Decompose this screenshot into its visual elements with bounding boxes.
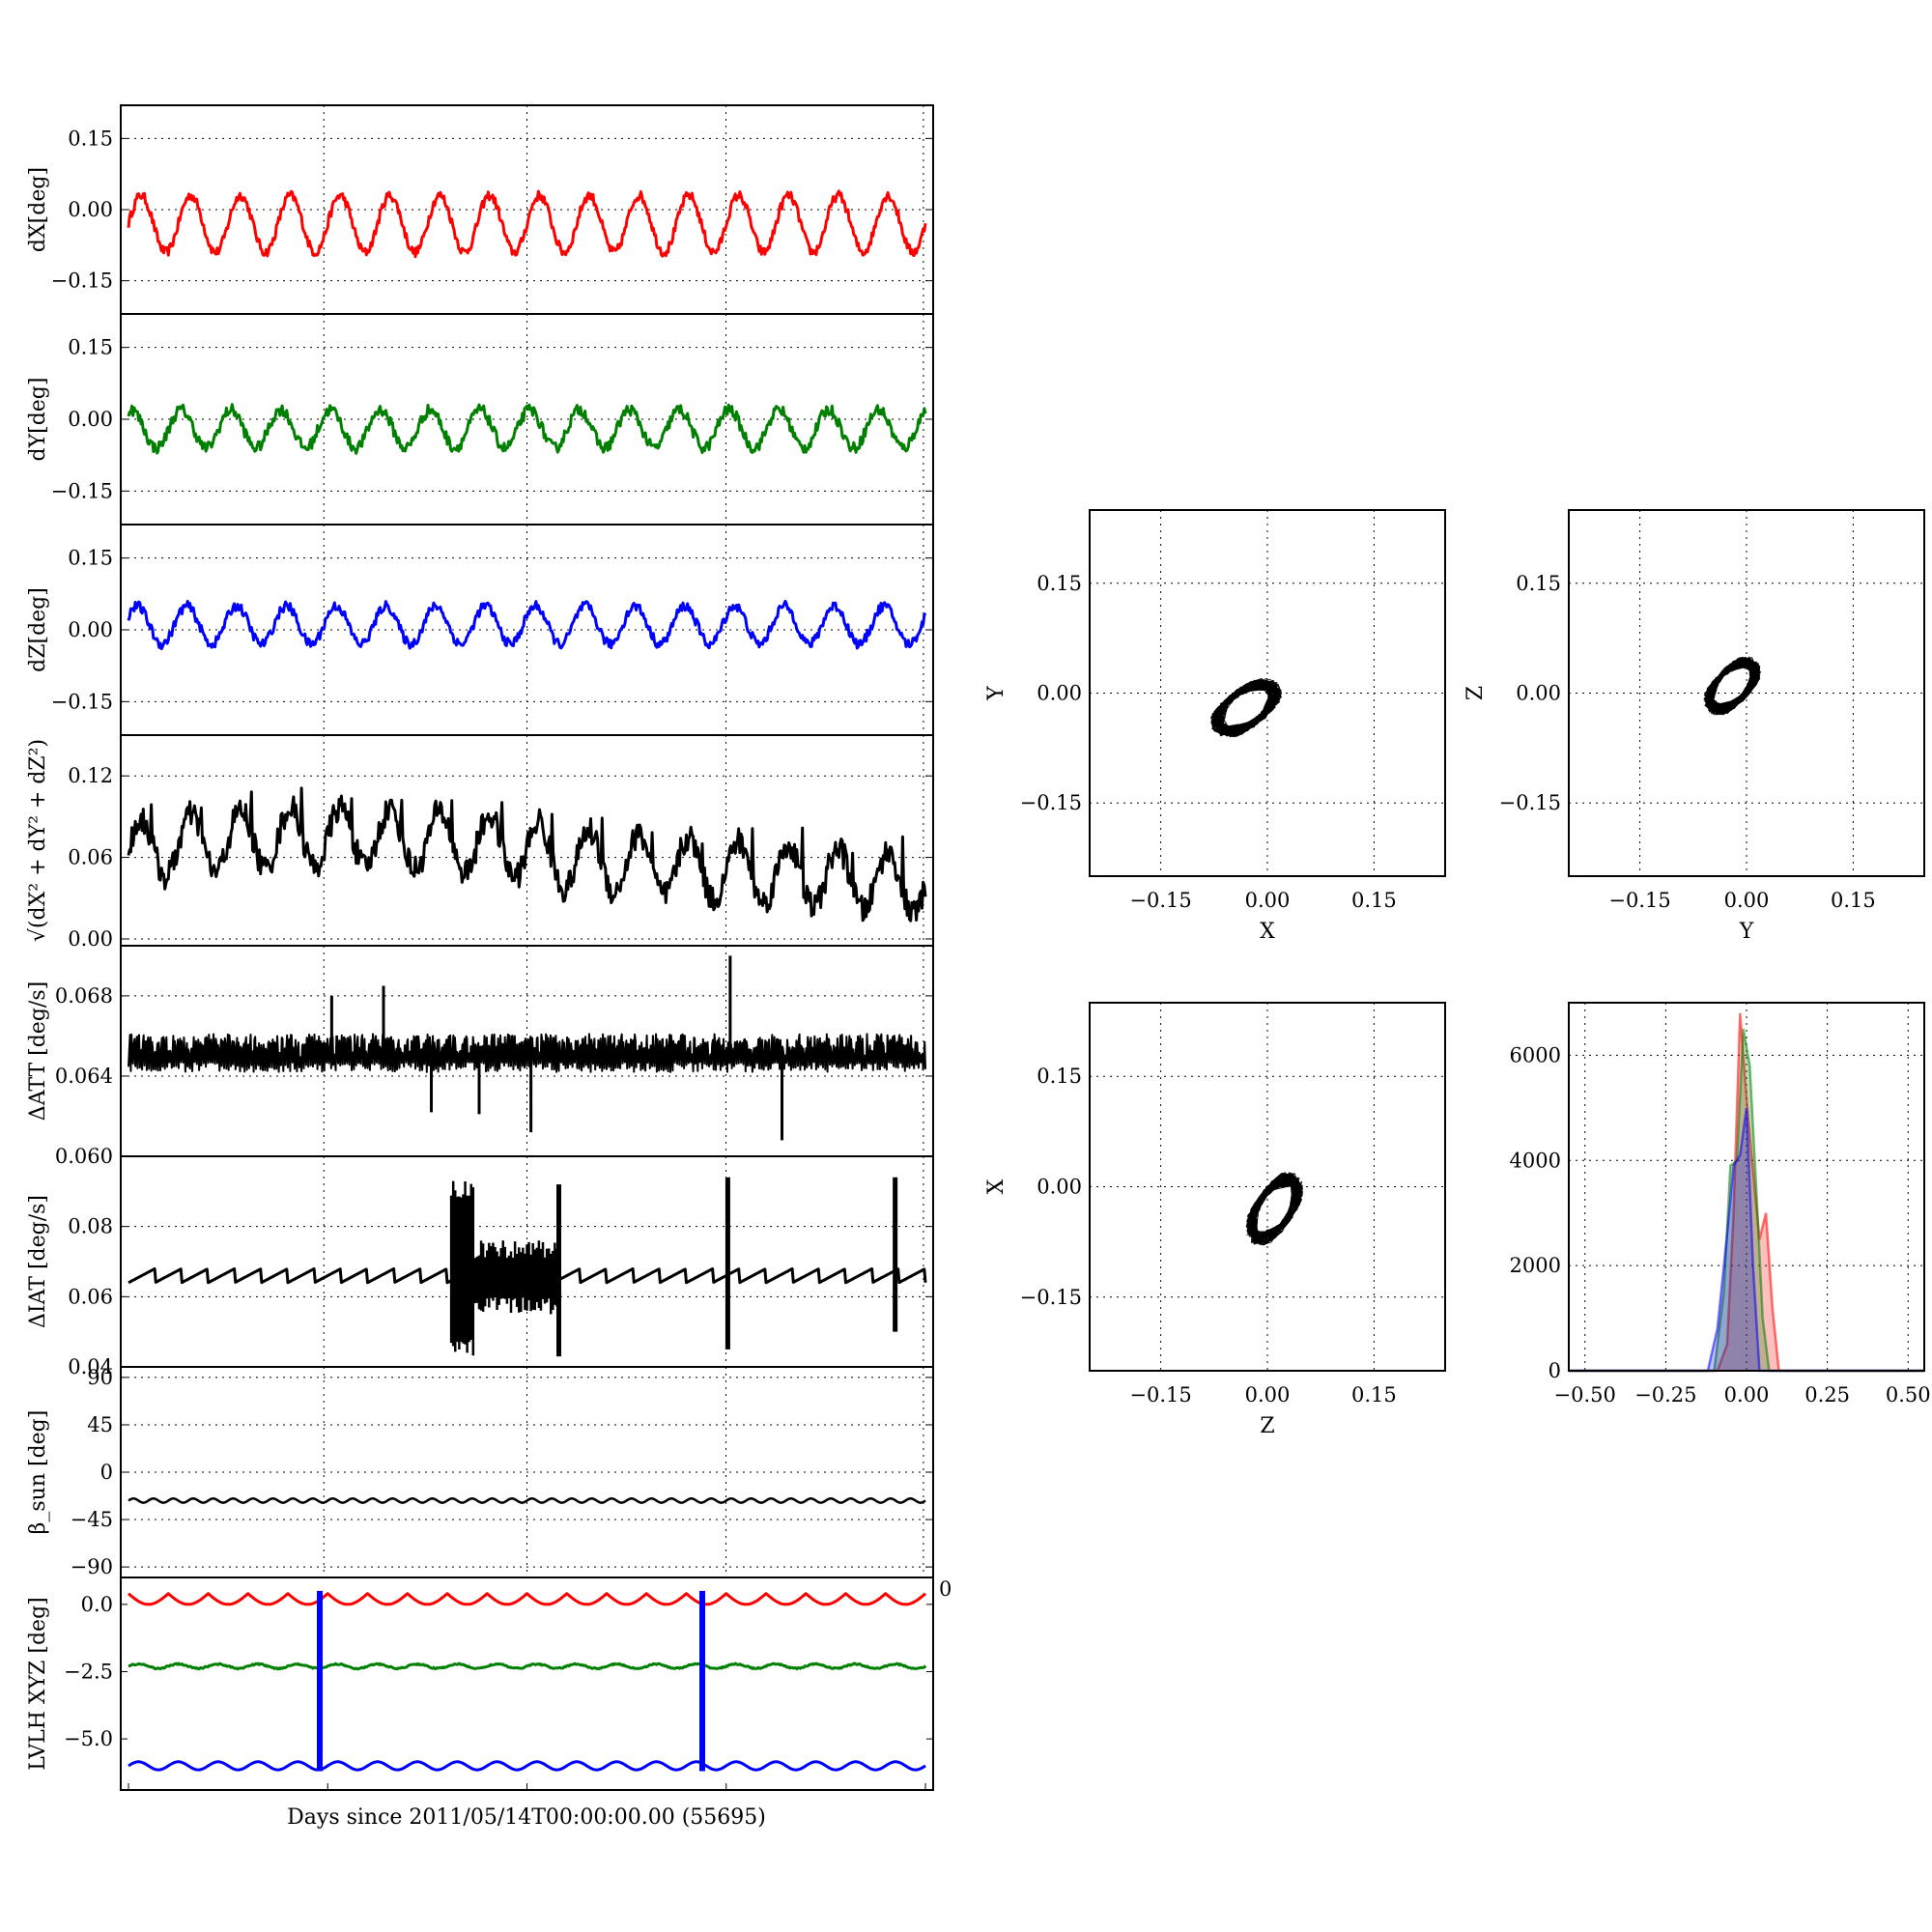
- beta-ytick-label: 45: [87, 1413, 113, 1436]
- zx-ytick-label: −0.15: [1020, 1286, 1082, 1309]
- yz-xtick-label: 0.00: [1724, 889, 1770, 912]
- beta-ytick-label: −45: [71, 1508, 113, 1531]
- lvlh-ytick-label: −2.5: [64, 1660, 113, 1683]
- yz-ytick-label: 0.00: [1516, 682, 1561, 705]
- beta-ylabel: β_sun [deg]: [26, 1410, 50, 1535]
- dz-ytick-label: −0.15: [51, 690, 113, 713]
- beta-ytick-label: 90: [87, 1366, 113, 1389]
- zx-xtick-label: 0.15: [1351, 1383, 1397, 1406]
- dx-ytick-label: −0.15: [51, 270, 113, 293]
- hist-xtick-label: −0.25: [1634, 1383, 1696, 1406]
- hist-xtick-label: 0.25: [1804, 1383, 1850, 1406]
- dy-ytick-label: 0.15: [68, 336, 113, 359]
- xy-xtick-label: 0.15: [1351, 889, 1397, 912]
- yz-trajectory: [1703, 656, 1762, 716]
- lvlh-frame: [120, 1577, 934, 1791]
- zx-ylabel: X: [984, 1179, 1009, 1194]
- frame-layer: [120, 104, 1925, 1791]
- lvlh-series-line: [128, 1592, 926, 1606]
- dr-ytick-label: 0.00: [68, 927, 113, 951]
- xy-ytick-label: 0.15: [1037, 572, 1082, 595]
- diat-ytick-label: 0.06: [68, 1285, 113, 1308]
- zx-xlabel: Z: [1260, 1414, 1274, 1438]
- dz-ylabel: dZ[deg]: [26, 587, 50, 672]
- hist-ytick-label: 0: [1548, 1359, 1561, 1382]
- diat-ytick-label: 0.08: [68, 1215, 113, 1238]
- xy-ytick-label: −0.15: [1020, 791, 1082, 814]
- hist-xtick-label: 0.50: [1886, 1383, 1931, 1406]
- grid-layer: [121, 105, 1924, 1577]
- dx-series-line: [127, 189, 927, 259]
- dy-series-line: [127, 403, 927, 455]
- zx-frame: [1089, 1002, 1446, 1372]
- zx-xtick-label: 0.00: [1245, 1383, 1291, 1406]
- beta-ytick-label: −90: [71, 1555, 113, 1578]
- dx-ylabel: dX[deg]: [26, 167, 50, 252]
- lvlh-ytick-label: 0.0: [81, 1593, 113, 1616]
- dz-series-line: [127, 599, 927, 651]
- lvlh-ytick-label: −5.0: [64, 1727, 113, 1750]
- text-layer: −0.150.000.15dX[deg]−0.150.000.15dY[deg]…: [26, 127, 1931, 1770]
- yz-frame: [1568, 509, 1925, 877]
- xy-frame: [1089, 509, 1446, 877]
- xy-xlabel: X: [1260, 920, 1275, 944]
- dr-ylabel: √(dX² + dY² + dZ²): [26, 739, 50, 942]
- zx-xtick-label: −0.15: [1129, 1383, 1191, 1406]
- beta-ytick-label: 0: [100, 1461, 113, 1484]
- dz-ytick-label: 0.15: [68, 547, 113, 570]
- hist-ytick-label: 2000: [1510, 1254, 1561, 1277]
- dx-ytick-label: 0.15: [68, 127, 113, 150]
- hist-series-red: [1569, 1012, 1924, 1373]
- zx-ytick-label: 0.15: [1037, 1065, 1082, 1088]
- yz-ytick-label: 0.15: [1516, 572, 1561, 595]
- xy-ytick-label: 0.00: [1037, 682, 1082, 705]
- datt-ytick-label: 0.060: [55, 1145, 113, 1168]
- zx-trajectory: [1245, 1172, 1304, 1246]
- hist-xtick-label: 0.00: [1724, 1383, 1770, 1406]
- yz-ylabel: Z: [1463, 686, 1488, 700]
- yz-xlabel: Y: [1739, 920, 1754, 944]
- xy-xtick-label: 0.00: [1245, 889, 1291, 912]
- dy-ytick-label: 0.00: [68, 408, 113, 431]
- lvlh-series-line: [128, 1760, 926, 1772]
- datt-ylabel: ΔATT [deg/s]: [26, 981, 50, 1121]
- datt-ytick-label: 0.068: [55, 984, 113, 1008]
- hist-series-blue: [1569, 1107, 1924, 1373]
- yz-xtick-label: 0.15: [1831, 889, 1876, 912]
- datt-series-line: [128, 1033, 926, 1073]
- hist-xtick-label: −0.50: [1554, 1383, 1616, 1406]
- yz-xtick-label: −0.15: [1608, 889, 1670, 912]
- diat-ylabel: ΔIAT [deg/s]: [26, 1195, 50, 1328]
- lvlh-corner-tick-label: 0: [939, 1577, 952, 1601]
- dr-series-line: [127, 786, 927, 923]
- dx-ytick-label: 0.00: [68, 198, 113, 221]
- dy-ylabel: dY[deg]: [26, 378, 50, 462]
- beta-series-line: [128, 1497, 926, 1504]
- xy-ylabel: Y: [984, 686, 1009, 701]
- xy-trajectory: [1210, 678, 1283, 738]
- hist-frame: [1568, 1002, 1925, 1372]
- dr-ytick-label: 0.06: [68, 846, 113, 869]
- dz-ytick-label: 0.00: [68, 618, 113, 641]
- xy-xtick-label: −0.15: [1129, 889, 1191, 912]
- time-axis-label: Days since 2011/05/14T00:00:00.00 (55695…: [287, 1805, 766, 1830]
- dy-ytick-label: −0.15: [51, 479, 113, 502]
- hist-series-green: [1569, 1028, 1924, 1373]
- diat-ytick-label: 0.04: [68, 1355, 113, 1378]
- yz-ytick-label: −0.15: [1499, 791, 1561, 814]
- lvlh-ylabel: LVLH XYZ [deg]: [26, 1597, 50, 1771]
- lvlh-series-line: [128, 1662, 927, 1671]
- data-layer: [127, 189, 1924, 1772]
- datt-ytick-label: 0.064: [55, 1065, 113, 1088]
- zx-ytick-label: 0.00: [1037, 1176, 1082, 1199]
- hist-ytick-label: 6000: [1510, 1043, 1561, 1066]
- hist-ytick-label: 4000: [1510, 1149, 1561, 1172]
- dr-ytick-label: 0.12: [68, 764, 113, 787]
